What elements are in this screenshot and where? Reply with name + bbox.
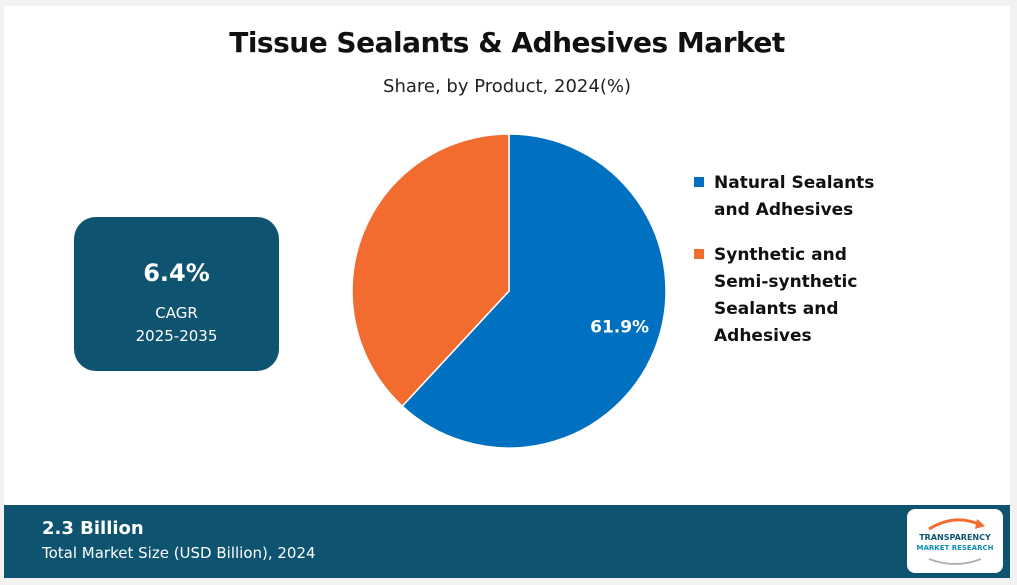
chart-legend: Natural Sealants and Adhesives Synthetic…: [694, 170, 944, 368]
logo-arrow-icon: [928, 518, 985, 565]
logo-text-line2: MARKET RESEARCH: [916, 544, 994, 552]
legend-label-synthetic: Synthetic and Semi-synthetic Sealants an…: [714, 245, 858, 346]
market-size-value: 2.3 Billion: [42, 518, 144, 539]
chart-subtitle: Share, by Product, 2024(%): [383, 76, 631, 97]
cagr-box: 6.4% CAGR 2025-2035: [74, 217, 279, 371]
pie-data-label-0: 61.9%: [590, 318, 649, 338]
logo-text-line1: TRANSPARENCY: [919, 533, 991, 542]
company-logo: TRANSPARENCY MARKET RESEARCH: [907, 509, 1003, 573]
infographic-card: Tissue Sealants & Adhesives Market Share…: [4, 6, 1010, 578]
legend-swatch-synthetic: [694, 249, 704, 259]
footer-bar: 2.3 Billion Total Market Size (USD Billi…: [4, 505, 1010, 578]
market-size-label: Total Market Size (USD Billion), 2024: [42, 544, 316, 562]
legend-item-synthetic: Synthetic and Semi-synthetic Sealants an…: [694, 242, 944, 350]
cagr-value: 6.4%: [143, 259, 210, 287]
cagr-label: CAGR: [155, 304, 198, 322]
pie-chart: 61.9%: [351, 133, 667, 449]
pie-slice-1: [351, 133, 510, 408]
legend-label-natural: Natural Sealants and Adhesives: [714, 173, 875, 220]
cagr-years: 2025-2035: [135, 327, 218, 345]
legend-item-natural: Natural Sealants and Adhesives: [694, 170, 944, 224]
chart-title: Tissue Sealants & Adhesives Market: [229, 26, 785, 59]
legend-swatch-natural: [694, 177, 704, 187]
pie-slice-0: [401, 133, 667, 449]
